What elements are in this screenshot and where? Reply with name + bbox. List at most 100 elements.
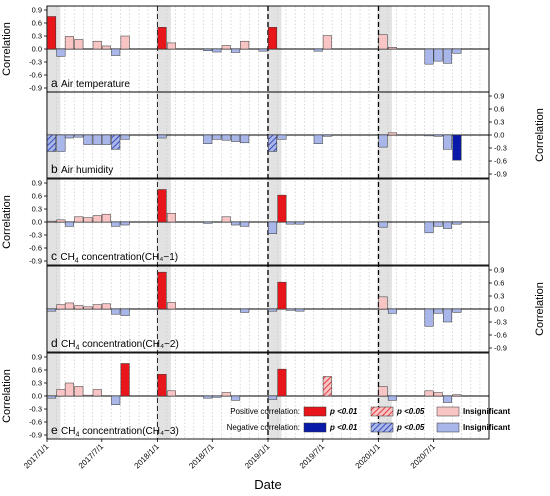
panel-label: a Air temperature — [51, 76, 130, 90]
bar-a-2018-1 — [157, 27, 167, 50]
bar-b-2020-6 — [424, 134, 434, 137]
bar-e-2018-2 — [166, 390, 176, 397]
bar-b-2017-4 — [74, 134, 84, 138]
bar-d-2020-2 — [387, 308, 397, 314]
bar-e-2017-1 — [47, 395, 57, 399]
y-tick-label: 0.6 — [494, 105, 504, 114]
panel-label-main: Air humidity — [61, 165, 113, 176]
y-tick-label: 0.9 — [494, 92, 504, 101]
bar-b-2020-1 — [378, 134, 388, 148]
y-tick-label: -0.9 — [494, 344, 507, 353]
y-tick-label: 0.6 — [32, 192, 42, 201]
bar-b-2017-6 — [92, 134, 102, 145]
bar-e-2017-9 — [120, 363, 130, 397]
bar-b-2018-9 — [231, 134, 241, 142]
bar-e-2020-1 — [378, 386, 388, 397]
bar-a-2020-7 — [433, 48, 443, 62]
panel-label-main: CH — [61, 426, 75, 437]
bar-d-2019-3 — [285, 308, 295, 311]
bar-a-2017-9 — [120, 35, 130, 50]
legend-negative-swatch — [370, 422, 394, 433]
y-tick-label: 0.6 — [32, 19, 42, 28]
legend-positive-swatch — [370, 406, 394, 417]
y-tick-label: -0.6 — [29, 418, 42, 427]
y-tick-label: 0.0 — [32, 392, 42, 401]
y-tick-label: 0.3 — [32, 379, 42, 388]
bar-a-2018-7 — [212, 48, 222, 53]
y-tick-label: -0.9 — [29, 431, 42, 440]
panel-label-main: CH — [61, 339, 75, 350]
legend-positive-swatch — [436, 406, 460, 417]
bar-a-2018-12 — [258, 48, 268, 52]
bar-c-2017-8 — [111, 221, 121, 227]
bar-a-2020-1 — [378, 34, 388, 50]
legend-negative-text: Insignificant — [463, 423, 510, 432]
bar-b-2018-1 — [157, 134, 167, 139]
bar-d-2020-8 — [443, 308, 453, 323]
bar-d-2017-1 — [47, 308, 57, 312]
y-tick-label: -0.9 — [29, 84, 42, 93]
bar-d-2020-9 — [452, 308, 462, 313]
legend-positive-text: Insignificant — [463, 407, 510, 416]
panel-label-tail: concentration(CH₄−3) — [79, 426, 178, 437]
bar-d-2019-4 — [295, 308, 305, 312]
bar-c-2020-8 — [443, 221, 453, 229]
panel-label-subscript: 4 — [75, 432, 79, 439]
bar-d-2020-6 — [424, 308, 434, 327]
bar-b-2017-7 — [101, 134, 111, 145]
panel-b: 0.9 0.6 0.3 0.0 -0.3 -0.6 -0.9 Correlation b Air… — [46, 91, 546, 179]
y-tick-label: 0.0 — [494, 131, 504, 140]
panel-label: c CH4 concentration(CH₄−1) — [51, 249, 178, 265]
bar-c-2017-2 — [56, 219, 66, 223]
panel-label: d CH4 concentration(CH₄−2) — [51, 336, 179, 352]
bar-a-2018-2 — [166, 42, 176, 50]
bar-e-2020-9 — [452, 394, 462, 397]
bar-d-2017-4 — [74, 305, 84, 310]
bar-e-2018-8 — [221, 392, 231, 397]
y-tick-label: 0.3 — [494, 292, 504, 301]
bar-e-2017-5 — [83, 394, 93, 397]
bar-c-2020-7 — [433, 221, 443, 227]
y-tick-label: 0.6 — [32, 366, 42, 375]
panel-letter: e — [51, 423, 61, 437]
y-tick-label: 0.9 — [32, 353, 42, 362]
bar-e-2019-2 — [277, 368, 287, 397]
y-tick-label: -0.3 — [29, 405, 42, 414]
bar-e-2020-6 — [424, 390, 434, 397]
bar-d-2017-3 — [64, 302, 74, 310]
bar-a-2017-7 — [101, 45, 111, 50]
bar-b-2019-2 — [277, 134, 287, 140]
bar-a-2020-8 — [443, 48, 453, 64]
bar-a-2017-1 — [47, 16, 57, 50]
x-tick-label: 2018/1/1 — [133, 442, 162, 471]
bar-d-2018-1 — [157, 271, 167, 310]
y-tick-label: 0.3 — [494, 118, 504, 127]
bar-a-2017-3 — [64, 36, 74, 50]
bar-d-2017-5 — [83, 306, 93, 310]
bar-c-2017-6 — [92, 215, 102, 223]
bar-a-2017-4 — [74, 39, 84, 50]
y-tick-label: -0.9 — [29, 257, 42, 266]
legend: Positive correlation: p <0.01 p <0.05 Insig… — [227, 406, 510, 433]
panel-label: b Air humidity — [51, 162, 113, 176]
bar-c-2017-5 — [83, 217, 93, 223]
bar-c-2020-1 — [378, 221, 388, 228]
x-tick-label: 2017/1/1 — [22, 442, 51, 471]
bar-a-2018-10 — [240, 40, 250, 50]
bar-e-2017-6 — [92, 389, 102, 397]
bar-a-2020-6 — [424, 48, 434, 65]
legend-positive-text: p <0.01 — [329, 407, 358, 416]
y-tick-label: 0.3 — [32, 32, 42, 41]
panel-d: 0.9 0.6 0.3 0.0 -0.3 -0.6 -0.9 Correlation d CH4… — [46, 265, 546, 353]
y-axis-title: Correlation — [1, 369, 13, 423]
bar-c-2020-9 — [452, 221, 462, 225]
y-axis-title: Correlation — [534, 108, 546, 162]
bar-c-2020-6 — [424, 221, 434, 234]
y-tick-label: -0.6 — [494, 157, 507, 166]
bar-c-2018-9 — [231, 221, 241, 226]
y-tick-label: -0.3 — [494, 144, 507, 153]
panel-label-subscript: 4 — [75, 258, 79, 265]
bar-c-2018-10 — [240, 221, 250, 227]
x-axis-label: Date — [254, 477, 281, 492]
